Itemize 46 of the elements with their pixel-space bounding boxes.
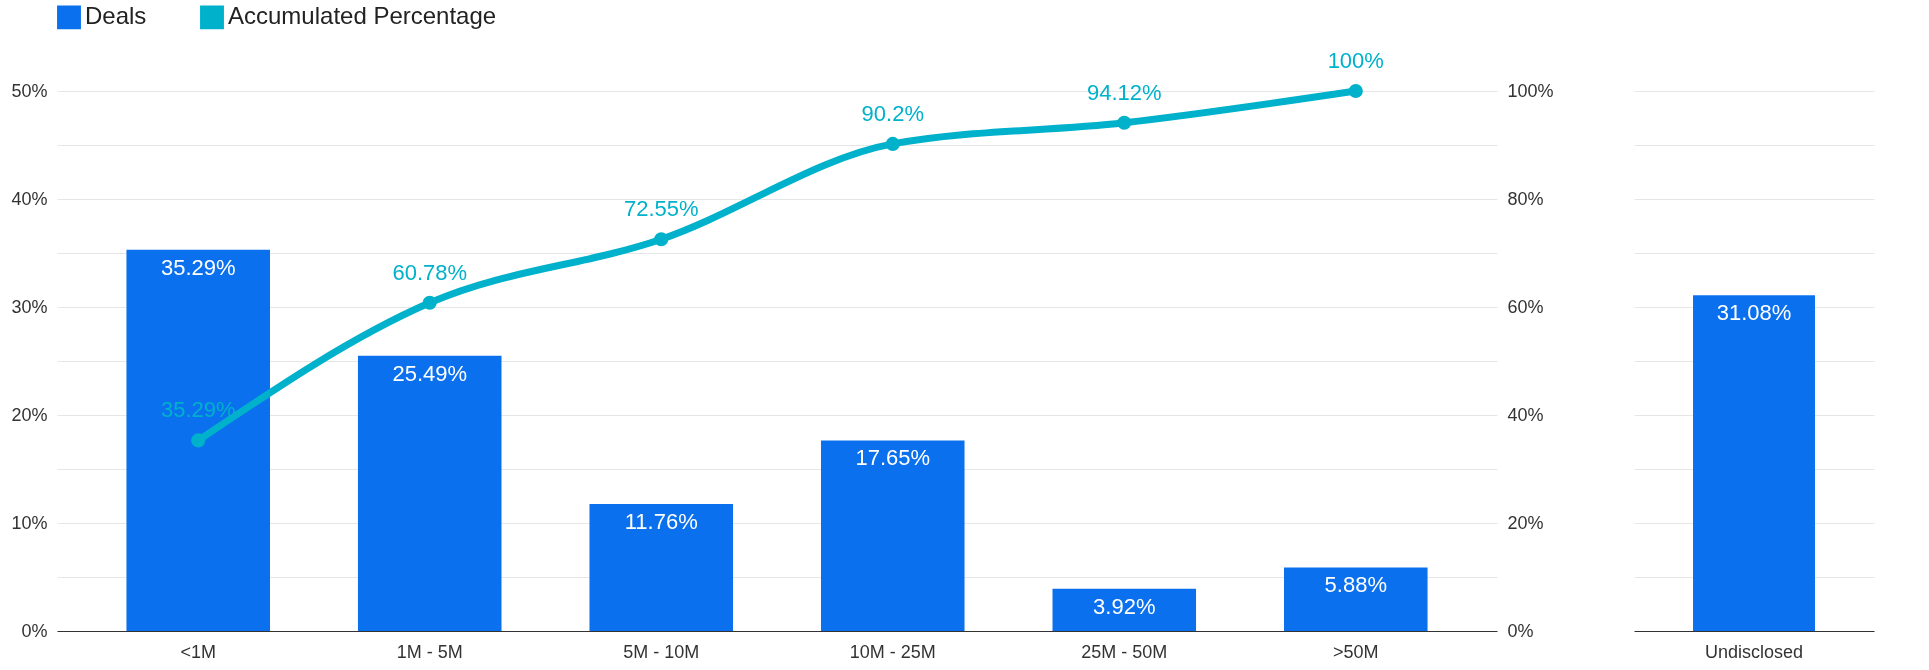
point <box>422 295 437 310</box>
x-tick-label: 5M - 10M <box>623 641 700 662</box>
data-label: 90.2% <box>861 100 924 126</box>
data-label: 94.12% <box>1086 79 1162 105</box>
y2-tick-label: 80% <box>1507 188 1544 209</box>
y2-tick-label: 100% <box>1507 80 1554 101</box>
point <box>885 136 900 151</box>
bar <box>589 503 734 631</box>
point <box>654 232 669 247</box>
x-tick-label: Undisclosed <box>1704 641 1804 662</box>
data-label: 25.49% <box>392 360 468 386</box>
point <box>1348 83 1363 99</box>
y-tick-label: 0% <box>21 620 48 641</box>
point <box>191 433 206 448</box>
point <box>1117 115 1132 130</box>
x-tick-label: 1M - 5M <box>396 641 463 662</box>
legend-label: Deals <box>85 2 147 30</box>
y-tick-label: 30% <box>11 296 48 317</box>
data-label: 17.65% <box>855 445 931 471</box>
y2-tick-label: 40% <box>1507 404 1544 425</box>
data-label: 100% <box>1327 48 1384 73</box>
data-label: 5.88% <box>1324 572 1387 598</box>
bar <box>820 440 965 631</box>
y-tick-label: 20% <box>11 404 48 425</box>
x-tick-label: 10M - 25M <box>849 641 936 662</box>
data-label: 72.55% <box>623 196 699 222</box>
data-label: 31.08% <box>1716 300 1792 326</box>
y2-tick-label: 0% <box>1507 620 1534 641</box>
data-label: 35.29% <box>160 254 236 280</box>
bar <box>1284 567 1428 631</box>
bar <box>1052 588 1197 631</box>
x-tick-label: 25M - 50M <box>1081 641 1168 662</box>
y-tick-label: 10% <box>11 512 48 533</box>
bar <box>126 249 270 631</box>
x-tick-label: >50M <box>1333 641 1379 662</box>
data-label: 11.76% <box>624 508 698 534</box>
data-label: 60.78% <box>392 259 468 285</box>
y2-tick-label: 20% <box>1507 512 1544 533</box>
y-tick-label: 40% <box>11 188 48 209</box>
x-tick-label: <1M <box>180 641 216 662</box>
bar <box>357 355 502 631</box>
data-label: 3.92% <box>1093 593 1156 619</box>
y2-tick-label: 60% <box>1507 296 1544 317</box>
y-tick-label: 50% <box>11 80 48 101</box>
data-label: 35.29% <box>160 397 236 423</box>
legend-label: Accumulated Percentage <box>228 2 497 30</box>
